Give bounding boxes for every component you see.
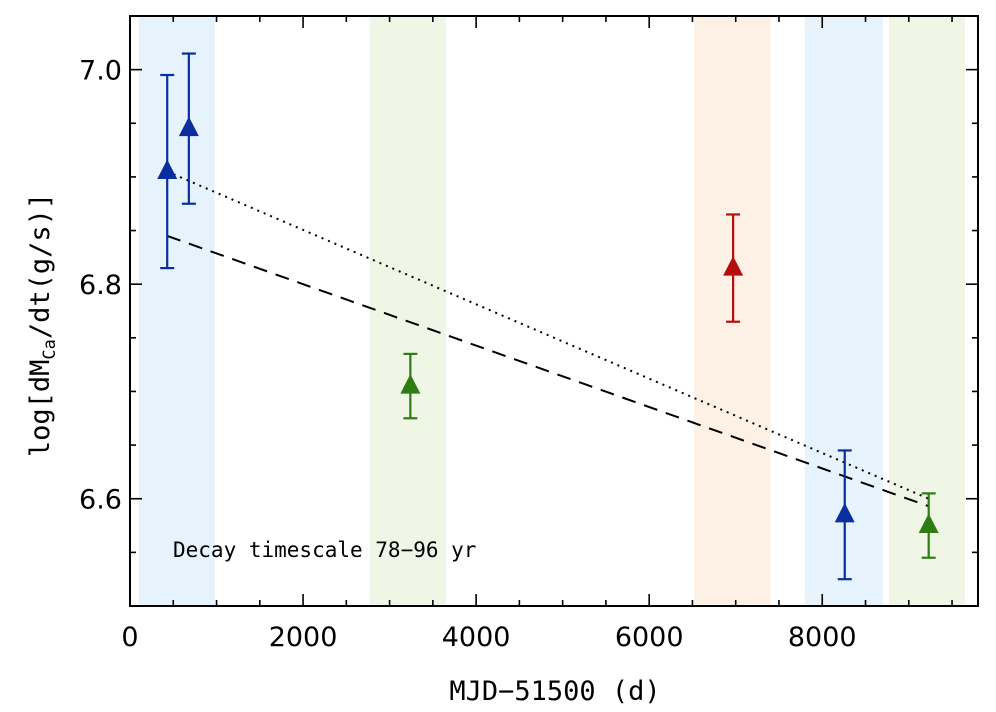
- data-point-5: [834, 449, 855, 581]
- triangle-marker: [723, 256, 744, 276]
- y-axis-label: log[dMCa/dt(g/s)]: [25, 193, 60, 457]
- data-point-6: [918, 492, 939, 559]
- shaded-bands: [138, 16, 966, 606]
- triangle-marker: [178, 116, 199, 137]
- axis-ticks: [129, 15, 978, 607]
- shaded-band-5: [888, 16, 966, 606]
- x-tick-label: 0: [121, 622, 138, 653]
- x-tick-label: 4000: [442, 622, 511, 653]
- y-tick-label: 6.6: [79, 485, 122, 516]
- triangle-marker: [400, 374, 421, 394]
- fit-line-dashed: [166, 234, 930, 508]
- shaded-band-2: [369, 16, 446, 606]
- data-point-2: [178, 52, 199, 205]
- annotation-decay-timescale: Decay timescale 78−96 yr: [173, 538, 476, 562]
- triangle-marker: [157, 159, 178, 180]
- y-axis-label-rest: /dt(g/s)]: [25, 193, 56, 339]
- x-axis-label: MJD−51500 (d): [449, 676, 660, 707]
- y-tick-label: 7.0: [79, 56, 122, 87]
- x-tick-label: 2000: [269, 622, 338, 653]
- fit-lines: [166, 170, 930, 508]
- x-tick-label: 6000: [615, 622, 684, 653]
- data-points: [157, 52, 939, 581]
- y-axis-label-subscript: Ca: [40, 339, 60, 359]
- x-tick-labels: 0 2000 4000 6000 8000: [121, 622, 856, 653]
- y-tick-label: 6.8: [79, 270, 122, 301]
- fit-line-dotted: [166, 170, 930, 500]
- triangle-marker: [918, 513, 939, 534]
- x-tick-label: 8000: [788, 622, 857, 653]
- data-point-4: [723, 213, 744, 323]
- y-axis-label-main: log[dM: [25, 360, 56, 458]
- triangle-marker: [834, 502, 855, 523]
- shaded-band-1: [138, 16, 215, 606]
- data-point-3: [400, 352, 421, 420]
- y-tick-labels: 6.6 6.8 7.0: [79, 56, 122, 516]
- data-point-1: [157, 73, 178, 270]
- plot-frame: [129, 15, 979, 607]
